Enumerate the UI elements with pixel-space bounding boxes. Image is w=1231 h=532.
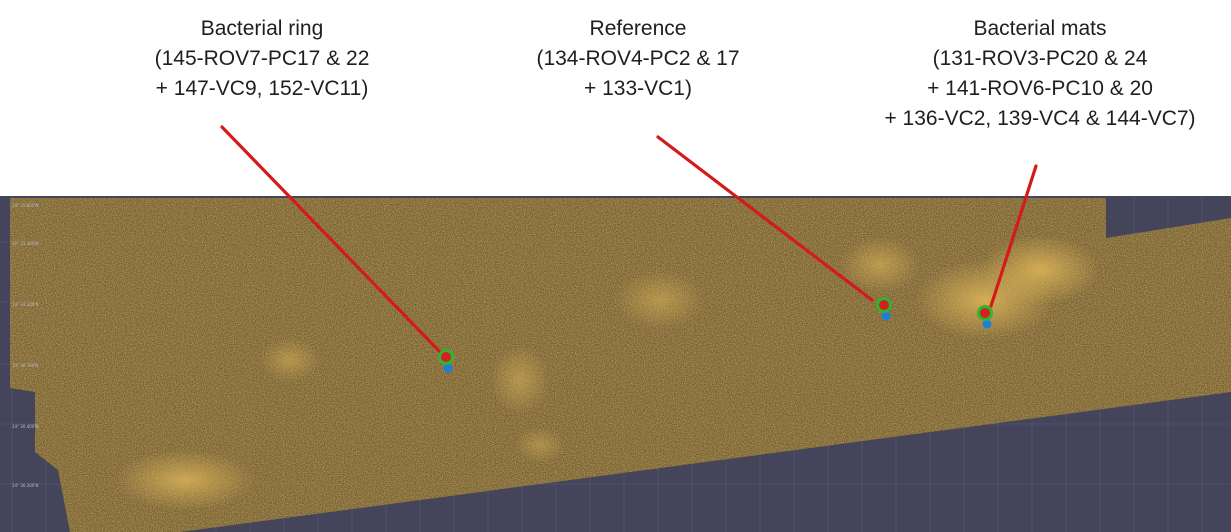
bacterial-ring-marker bbox=[438, 349, 454, 373]
label-title: Reference bbox=[589, 17, 687, 40]
sampling-site-marker-icon bbox=[438, 349, 454, 365]
label-line: (134-ROV4-PC2 & 17 bbox=[536, 47, 740, 70]
latitude-tick-label: 14° 31.300'N bbox=[12, 241, 38, 246]
latitude-tick-label: 14° 30.400'N bbox=[12, 424, 38, 429]
sampling-site-markers bbox=[438, 297, 993, 373]
latitude-tick-label: 14° 31.100'N bbox=[12, 302, 38, 307]
sampling-site-marker-icon bbox=[876, 297, 892, 313]
blue-position-dot-icon bbox=[881, 311, 891, 321]
label-title: Bacterial mats bbox=[973, 17, 1107, 40]
label-line: + 147-VC9, 152-VC11) bbox=[155, 77, 369, 100]
blue-position-dot-icon bbox=[443, 363, 453, 373]
latitude-tick-label: 14° 30.200'N bbox=[12, 483, 38, 488]
pointer-line bbox=[656, 135, 874, 302]
latitude-tick-labels: 14° 31.600'N 14° 31.300'N 14° 31.100'N 14° … bbox=[12, 203, 38, 488]
blue-position-dot-icon bbox=[982, 319, 992, 329]
bacterial-mats-label: Bacterial mats (131-ROV3-PC20 & 24 + 141… bbox=[850, 14, 1230, 134]
label-title: Bacterial ring bbox=[200, 17, 324, 40]
latitude-tick-label: 14° 31.600'N bbox=[12, 203, 38, 208]
label-line: + 141-ROV6-PC10 & 20 bbox=[927, 77, 1153, 100]
pointer-lines bbox=[220, 125, 1038, 354]
sampling-site-marker-icon bbox=[977, 305, 993, 321]
label-line: + 136-VC2, 139-VC4 & 144-VC7) bbox=[884, 107, 1196, 130]
label-line: (131-ROV3-PC20 & 24 bbox=[932, 47, 1148, 70]
pointer-line bbox=[989, 164, 1038, 308]
bacterial-mats-marker bbox=[977, 305, 993, 329]
label-line: (145-ROV7-PC17 & 22 bbox=[154, 47, 370, 70]
reference-label: Reference (134-ROV4-PC2 & 17 + 133-VC1) bbox=[518, 14, 758, 104]
reference-marker bbox=[876, 297, 892, 321]
label-line: + 133-VC1) bbox=[584, 77, 692, 100]
bacterial-ring-label: Bacterial ring (145-ROV7-PC17 & 22 + 147… bbox=[142, 14, 382, 104]
latitude-tick-label: 14° 30.700'N bbox=[12, 363, 38, 368]
pointer-line bbox=[220, 125, 442, 354]
